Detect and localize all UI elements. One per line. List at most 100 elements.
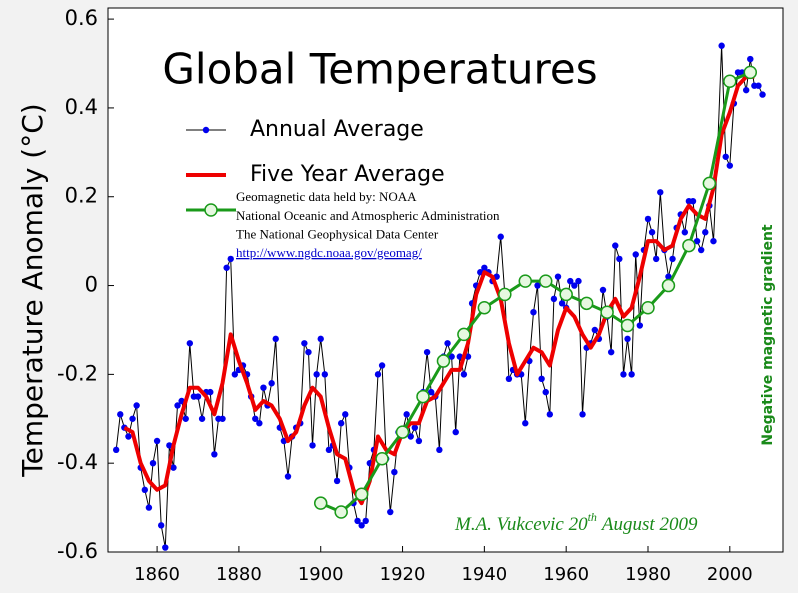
data-point	[452, 428, 459, 436]
data-point	[252, 415, 259, 422]
data-point	[530, 308, 537, 316]
data-point	[448, 353, 455, 360]
data-point	[554, 273, 562, 280]
data-point	[403, 411, 410, 418]
data-point	[759, 91, 766, 98]
data-point	[207, 388, 214, 396]
data-point	[427, 388, 435, 396]
y-tick-label: 0.6	[65, 6, 98, 30]
y-axis-label: Temperature Anomaly (°C)	[16, 103, 49, 477]
data-point	[522, 420, 529, 427]
geomag-point	[743, 65, 758, 80]
data-point	[481, 264, 488, 271]
x-tick-label: 1940	[461, 564, 507, 585]
geomag-point	[559, 287, 573, 302]
data-point	[309, 442, 316, 449]
data-point	[538, 375, 545, 383]
data-point	[644, 215, 652, 223]
data-point	[305, 348, 312, 356]
data-point	[362, 517, 369, 525]
y-tick-label: 0.2	[65, 184, 98, 208]
data-point	[693, 237, 701, 245]
data-point	[697, 246, 705, 254]
data-point	[505, 375, 513, 383]
geomag-point	[477, 301, 492, 315]
data-point	[616, 255, 623, 263]
legend-label: Five Year Average	[250, 162, 445, 187]
data-point	[301, 340, 308, 347]
data-point	[325, 446, 333, 454]
source-line: National Oceanic and Atmospheric Adminis…	[236, 208, 500, 223]
x-tick-label: 1880	[216, 564, 262, 585]
data-point	[411, 424, 419, 431]
data-point	[460, 371, 468, 378]
data-point	[129, 415, 136, 422]
data-point	[558, 300, 566, 307]
geomag-point	[334, 505, 348, 519]
data-point	[198, 415, 206, 422]
data-point	[722, 153, 729, 160]
x-tick-label: 2000	[707, 564, 753, 585]
data-point	[231, 371, 239, 378]
series-line	[320, 71, 751, 514]
data-point	[141, 486, 149, 494]
data-point	[284, 473, 292, 480]
legend-marker	[204, 203, 218, 217]
geomag-point	[702, 176, 717, 191]
data-point	[407, 433, 414, 440]
data-point	[378, 362, 386, 369]
data-point	[636, 322, 644, 329]
data-point	[567, 277, 574, 285]
x-tick-label: 1860	[134, 564, 180, 585]
data-point	[354, 517, 361, 525]
data-point	[186, 340, 194, 347]
data-point	[125, 433, 132, 440]
data-point	[153, 437, 161, 445]
data-point	[591, 326, 599, 334]
signature-sup: th	[588, 510, 597, 524]
data-point	[219, 415, 226, 422]
data-point	[747, 55, 754, 63]
data-point	[174, 402, 181, 409]
geomag-point	[600, 305, 614, 319]
data-point	[436, 446, 443, 454]
data-point	[742, 86, 750, 94]
geomag-point	[457, 327, 471, 342]
data-point	[374, 371, 382, 378]
geomag-point	[436, 354, 451, 368]
data-point	[612, 242, 619, 249]
data-point	[313, 371, 320, 378]
geomag-point	[641, 301, 655, 315]
data-point	[726, 162, 734, 169]
data-point	[607, 348, 615, 356]
data-point	[194, 393, 202, 400]
data-point	[657, 189, 664, 196]
geomag-point	[682, 238, 696, 253]
data-point	[149, 459, 157, 467]
data-point	[620, 371, 627, 378]
data-point	[211, 451, 218, 458]
geomag-point	[723, 74, 737, 89]
geomag-point	[395, 425, 410, 439]
x-tick-label: 1980	[625, 564, 671, 585]
legend-label: Geomagnetic data held by: NOAA	[236, 189, 417, 204]
data-point	[260, 384, 267, 391]
data-point	[117, 411, 124, 418]
data-point	[317, 335, 324, 343]
data-point	[170, 464, 177, 471]
data-point	[342, 411, 349, 418]
data-point	[669, 255, 676, 263]
geomag-point	[354, 487, 369, 502]
geomag-point	[313, 496, 328, 510]
y-tick-label: 0	[85, 273, 98, 297]
series-line	[123, 74, 755, 506]
data-point	[444, 340, 451, 347]
legend-marker	[202, 126, 210, 134]
data-point	[542, 388, 549, 396]
data-point	[162, 544, 169, 551]
geomag-point	[375, 451, 389, 466]
source-line: The National Geophysical Data Center	[236, 226, 439, 241]
data-point	[227, 255, 234, 263]
data-point	[755, 82, 762, 89]
